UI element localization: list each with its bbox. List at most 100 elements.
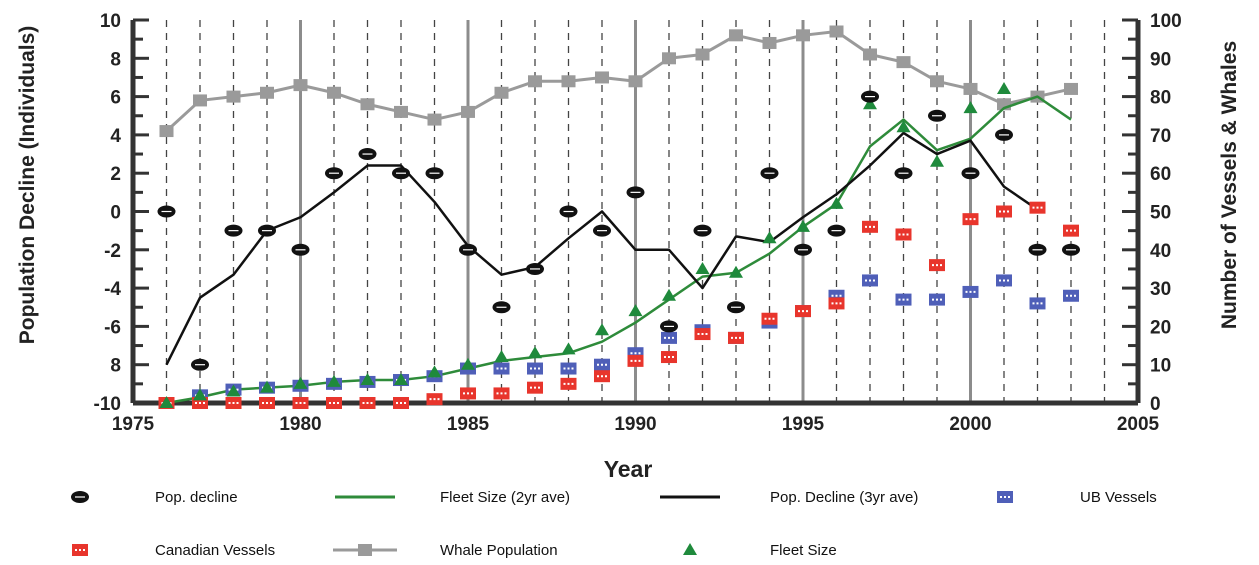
canadian-vessels-point [1063, 224, 1079, 237]
canadian-vessels-point [694, 328, 711, 341]
ub-vessels-point [527, 362, 543, 375]
fleet-size-point [662, 288, 676, 301]
fleet-size-point [963, 101, 978, 114]
y-left-tick-label: -6 [104, 317, 121, 338]
ub-vessels-point [493, 362, 510, 375]
fleet-size-point [829, 196, 844, 209]
x-axis-title: Year [604, 456, 653, 482]
ub-vessels-point [929, 293, 945, 306]
fleet-size-point [327, 374, 341, 387]
pop-decline-point [760, 167, 779, 180]
fleet-size-point [930, 154, 944, 167]
canadian-vessels-point [560, 377, 577, 390]
ub-vessels-point [594, 358, 610, 371]
fleet-size-point [796, 219, 810, 232]
fleet-size-point [394, 373, 408, 386]
x-tick-label: 1990 [614, 414, 656, 435]
fleet-size-point [427, 365, 442, 378]
fleet-size-point [494, 350, 509, 363]
legend-label: Whale Population [440, 542, 558, 559]
whale-population-point [863, 48, 877, 61]
whale-population-point [327, 86, 341, 99]
legend-label: Canadian Vessels [155, 542, 275, 559]
canadian-vessels-point [359, 397, 376, 409]
whale-population-point [628, 75, 643, 88]
whale-population-point [427, 113, 442, 126]
pop-decline-point [995, 128, 1013, 141]
ub-vessels-point [1029, 297, 1046, 310]
pop-decline-point [794, 243, 812, 256]
legend-symbol-pop-decline [71, 491, 89, 503]
legend-item: Canadian Vessels [72, 542, 275, 559]
y-right-tick-label: 10 [1150, 356, 1171, 377]
y-left-tick-label: 8 [110, 49, 121, 70]
fleet-size-point [729, 265, 743, 278]
y-right-tick-label: 60 [1150, 164, 1171, 185]
y-right-axis-title: Number of Vessels & Whales [1218, 41, 1241, 329]
y-right-tick-label: 30 [1150, 279, 1171, 300]
pop-decline-point [559, 205, 578, 218]
pop-decline-point [425, 167, 444, 180]
canadian-vessels-point [728, 331, 744, 344]
whale-population-point [896, 56, 911, 69]
canadian-vessels-point [795, 305, 811, 318]
canadian-vessels-point [761, 312, 778, 325]
whale-population-point [360, 98, 375, 111]
whale-population-point [494, 86, 509, 99]
legend-item: Fleet Size (2yr ave) [335, 489, 570, 506]
canadian-vessels-point [929, 259, 945, 272]
legend-item: UB Vessels [997, 489, 1157, 506]
legend-symbol-whale-marker [358, 544, 372, 556]
fleet-size-point [561, 342, 576, 355]
y-right-tick-label: 100 [1150, 11, 1182, 32]
legend-label: Fleet Size (2yr ave) [440, 489, 570, 506]
whale-population-point [662, 52, 676, 65]
pop-decline-point [258, 224, 276, 237]
legend-item: Fleet Size [683, 542, 837, 559]
ub-vessels-point [862, 274, 878, 287]
canadian-vessels-point [594, 370, 610, 383]
fleet-size-point [628, 304, 643, 317]
pop-decline-point [894, 167, 913, 180]
pop-decline-point [1028, 243, 1047, 256]
y-right-tick-label: 0 [1150, 394, 1161, 415]
y-right-tick-label: 20 [1150, 317, 1171, 338]
fleet-size-point [528, 346, 542, 359]
pop-decline-point [291, 243, 310, 256]
canadian-vessels-point [259, 397, 275, 409]
axes [130, 18, 1141, 406]
x-tick-label: 1985 [447, 414, 490, 435]
x-tick-label: 2005 [1117, 414, 1160, 435]
legend-label: Pop. Decline (3yr ave) [770, 489, 918, 506]
legend-symbol-fleet-size [683, 543, 697, 555]
pop-decline-point [492, 301, 511, 314]
whale-population-point [461, 105, 475, 118]
y-left-tick-label: 6 [110, 88, 121, 109]
pop-decline-point [593, 224, 611, 237]
pop-decline-point [1062, 243, 1080, 256]
ub-vessels-point [895, 293, 912, 306]
legend-symbol-canadian-vessels [72, 544, 88, 556]
whale-population-point [193, 94, 207, 107]
legend-item: Whale Population [333, 542, 558, 559]
legend-symbol-ub-vessels [997, 491, 1013, 503]
ub-vessels-point [996, 274, 1012, 287]
whale-population-point [1064, 82, 1078, 95]
pop-decline-point [660, 320, 678, 333]
canadian-vessels-point [527, 381, 543, 394]
pop-decline-point [459, 243, 477, 256]
fleet-size-point [293, 376, 308, 389]
whale-population-point [930, 75, 944, 88]
canadian-vessels-point [828, 297, 845, 310]
y-right-tick-label: 50 [1150, 203, 1171, 224]
ub-vessels-point [560, 362, 577, 375]
pop-decline-point [224, 224, 243, 237]
fleet-size-point [595, 323, 609, 336]
fleet-size-point [360, 373, 375, 386]
canadian-vessels-point [996, 205, 1012, 218]
series-layer [157, 25, 1080, 409]
fleet-size-point [260, 380, 274, 393]
canadian-vessels-point [661, 351, 677, 364]
ub-vessels-point [661, 331, 677, 344]
whale-population-point [260, 86, 274, 99]
